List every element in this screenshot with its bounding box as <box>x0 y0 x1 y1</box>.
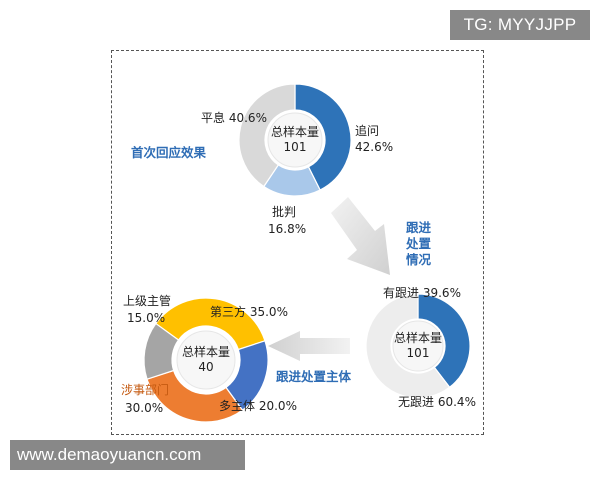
donut-0-center-disc <box>267 112 323 168</box>
donut-2-slice-3 <box>143 322 180 380</box>
label-wugenjin: 无跟进 60.4% <box>398 395 476 409</box>
donut-1-center-disc <box>392 320 444 372</box>
donut-2-slice-0 <box>155 297 266 351</box>
watermark-bottom-left: www.demaoyuancn.com <box>10 440 245 470</box>
label-shangjizhuguan-pct: 15.0% <box>127 311 165 325</box>
donut-2-center-label-value: 40 <box>198 360 213 374</box>
label-pipan-name: 批判 <box>272 204 296 219</box>
flow-label-first-response: 首次回应效果 <box>131 145 207 160</box>
label-pipan-pct: 16.8% <box>268 222 306 236</box>
label-shishibumen-name: 涉事部门 <box>121 382 169 397</box>
donut-1-center-label-value: 101 <box>407 346 430 360</box>
donut-1-slice-0 <box>417 293 471 389</box>
flow-arrow-diagonal <box>331 197 390 275</box>
flow-label-follow-up-2: 处置 <box>405 236 432 251</box>
label-duozhuti: 多主体 20.0% <box>219 399 297 413</box>
flow-arrow-left <box>268 331 350 361</box>
flow-label-follow-up-3: 情况 <box>406 252 432 267</box>
donut-2-center-disc <box>176 330 236 390</box>
donut-2-center-label-title: 总样本量 <box>182 344 230 359</box>
figure-frame <box>111 50 484 435</box>
donut-1-center-label-title: 总样本量 <box>394 330 442 345</box>
donut-1-slice-1 <box>365 293 451 399</box>
label-disanfang: 第三方 35.0% <box>210 304 288 319</box>
donut-0-slice-2 <box>238 83 296 188</box>
donut-0-center-label-value: 101 <box>284 140 307 154</box>
donut-0-center-label-title: 总样本量 <box>271 124 319 139</box>
label-yougenjin: 有跟进 39.6% <box>383 286 461 300</box>
label-shishibumen-pct: 30.0% <box>125 401 163 415</box>
label-pingxi: 平息 40.6% <box>201 110 267 125</box>
label-zhuiwen-name: 追问 <box>355 123 379 138</box>
donut-0-slice-0 <box>294 83 352 191</box>
label-shangjizhuguan-name: 上级主管 <box>123 293 171 308</box>
label-zhuiwen-pct: 42.6% <box>355 140 393 154</box>
flow-label-follow-up-1: 跟进 <box>406 220 432 235</box>
watermark-top-right: TG: MYYJJPP <box>450 10 590 40</box>
flow-label-follow-up-subject: 跟进处置主体 <box>276 369 352 384</box>
